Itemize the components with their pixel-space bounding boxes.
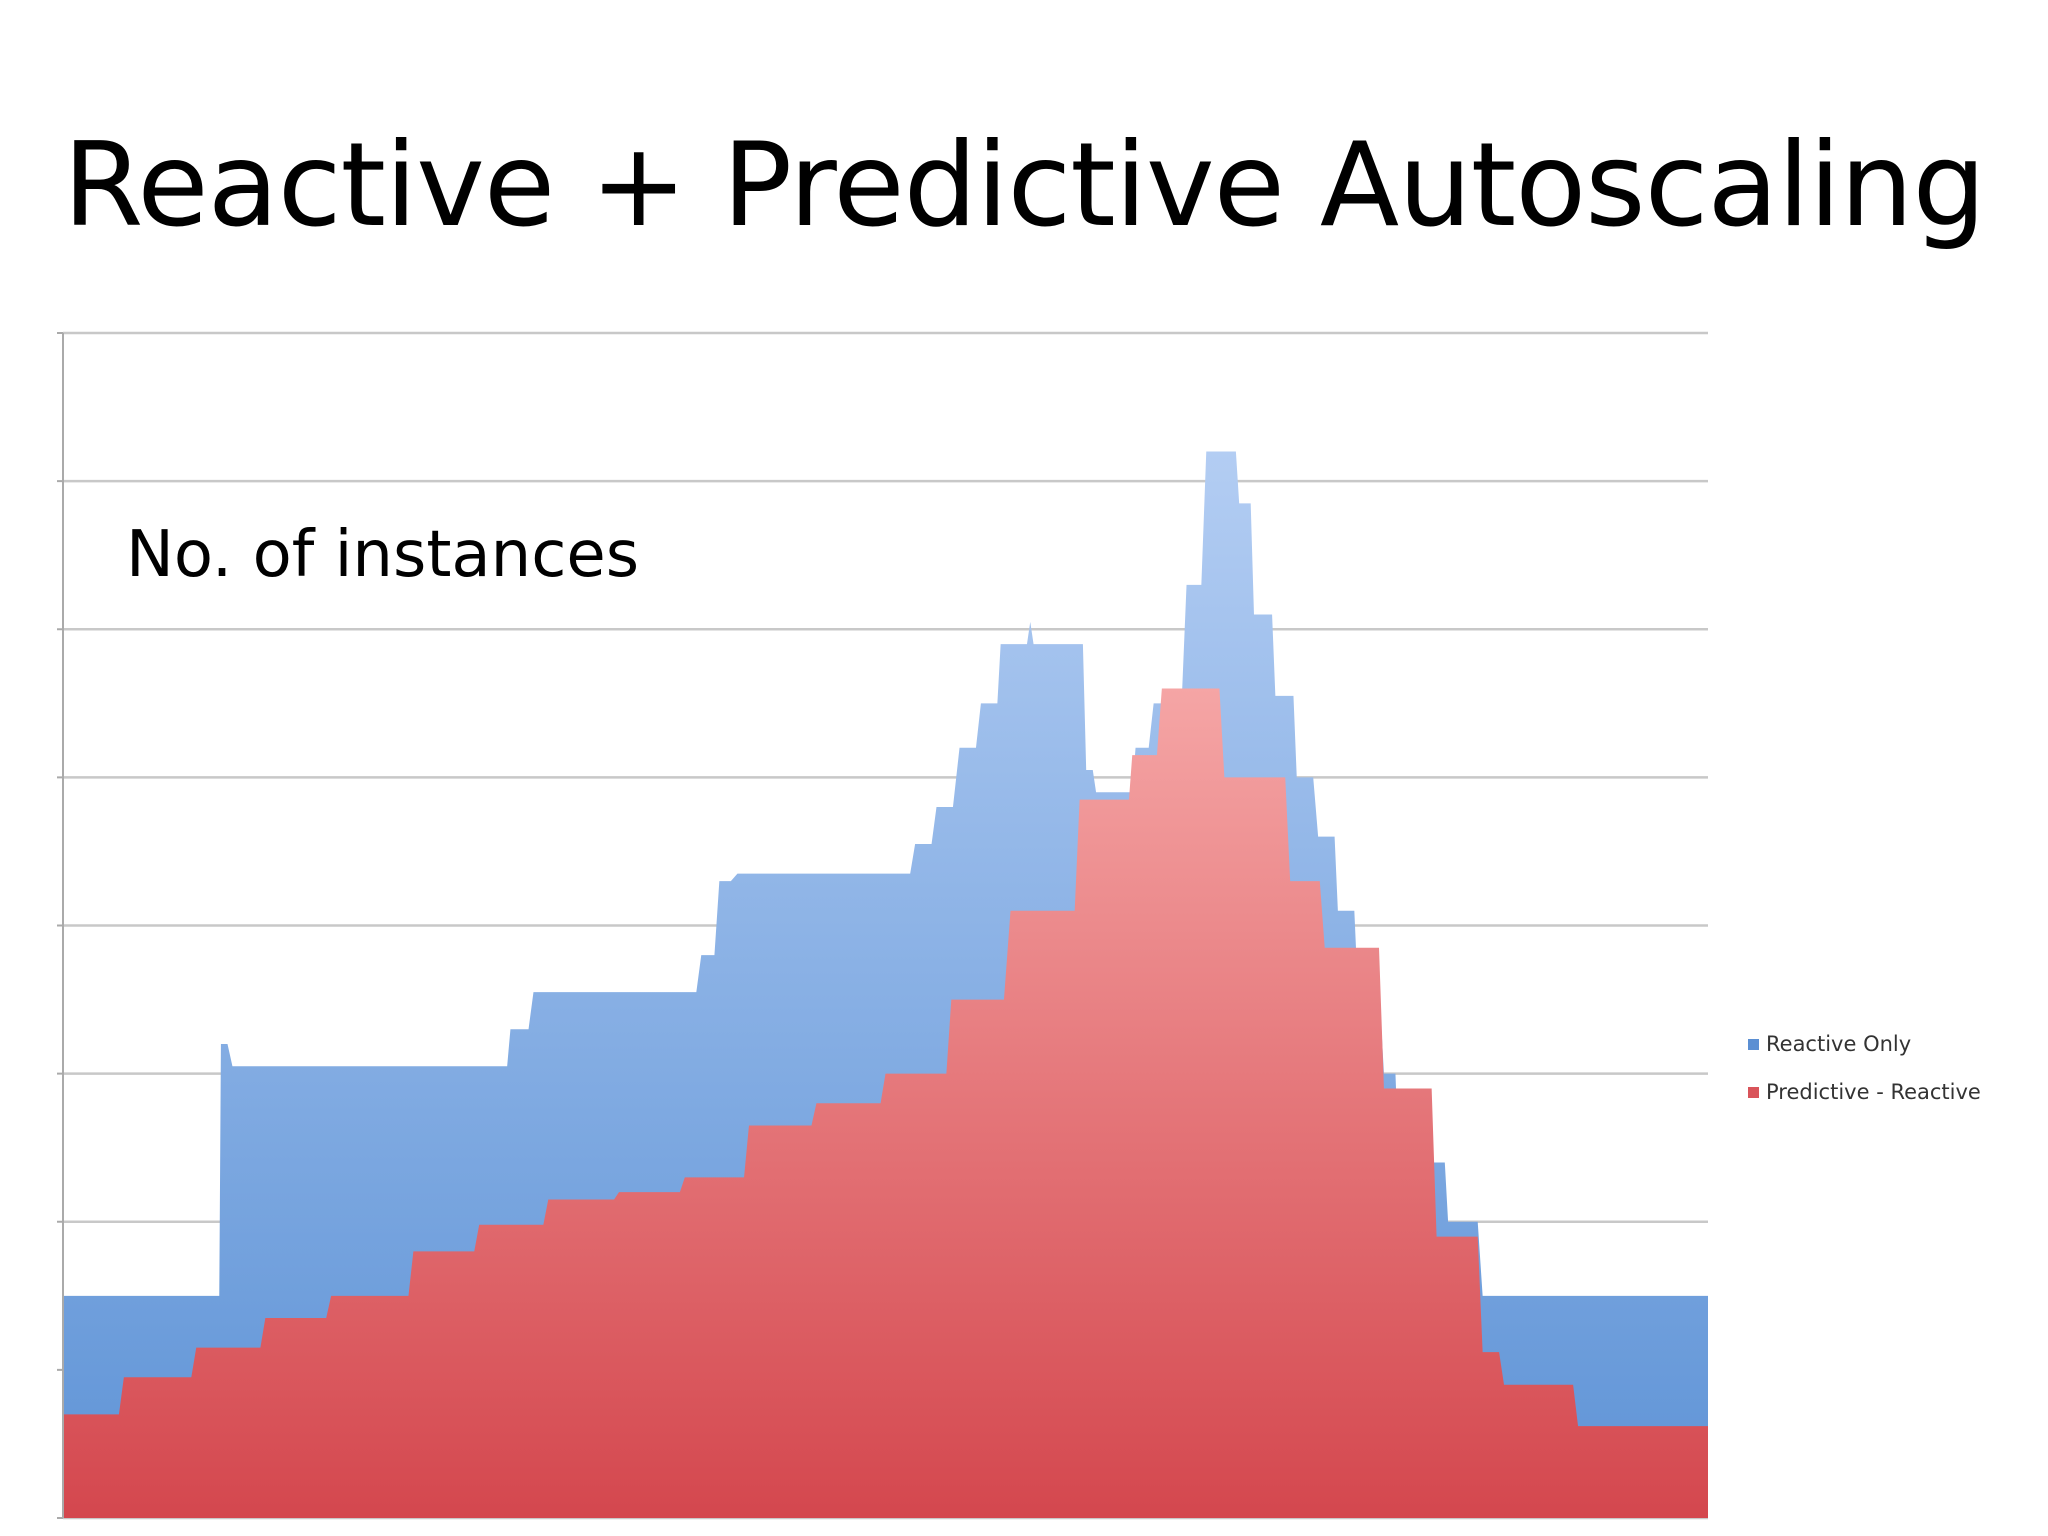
- legend-swatch-reactive-only: [1748, 1038, 1759, 1050]
- legend-item-predictive-reactive: Predictive - Reactive: [1748, 1068, 1981, 1116]
- y-axis-label: No. of instances: [126, 518, 640, 592]
- area-series-predictive-reactive: [63, 688, 1708, 1518]
- y-axis: [57, 332, 64, 1519]
- plot-areas: [63, 451, 1708, 1518]
- legend-label-reactive-only: Reactive Only: [1766, 1032, 1912, 1056]
- legend: Reactive Only Predictive - Reactive: [1748, 1020, 1981, 1116]
- legend-item-reactive-only: Reactive Only: [1748, 1020, 1981, 1068]
- legend-label-predictive-reactive: Predictive - Reactive: [1766, 1080, 1981, 1104]
- legend-swatch-predictive-reactive: [1748, 1086, 1759, 1098]
- slide-title: Reactive + Predictive Autoscaling: [62, 118, 1986, 253]
